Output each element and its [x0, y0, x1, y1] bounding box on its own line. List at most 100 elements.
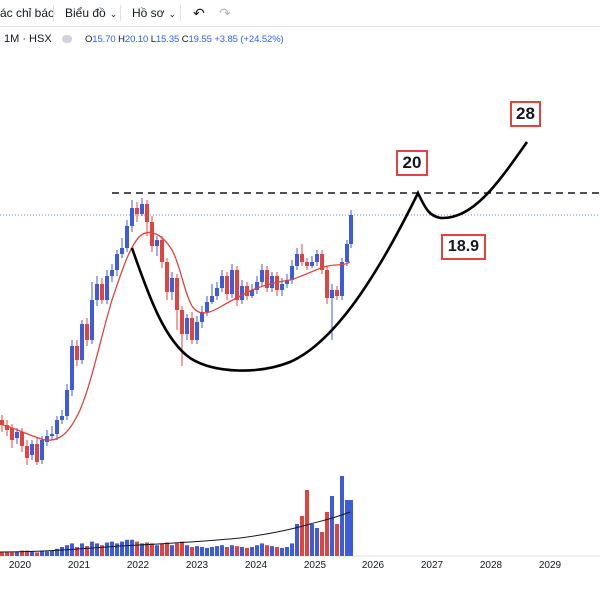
indicators-button[interactable]: ác chỉ báo — [0, 6, 55, 20]
volume-bar — [195, 546, 199, 556]
volume-bar — [255, 545, 259, 556]
volume-bar — [315, 528, 319, 556]
volume-bar — [345, 500, 349, 556]
volume-bar — [65, 545, 69, 556]
candle-body — [280, 284, 284, 290]
candle-body — [155, 240, 159, 246]
volume-bar — [280, 547, 284, 556]
candle-body — [95, 284, 99, 300]
volume-bar — [220, 545, 224, 556]
volume-bar — [225, 547, 229, 556]
candle-body — [180, 310, 184, 334]
candle-body — [349, 215, 353, 244]
volume-bar — [155, 545, 159, 556]
volume-bar — [60, 547, 64, 556]
candle-body — [25, 446, 29, 458]
x-axis-label-2028: 2028 — [479, 560, 503, 571]
volume-bar — [180, 541, 184, 556]
x-axis-label-2029: 2029 — [538, 560, 562, 571]
candle-body — [335, 290, 339, 296]
chart-type-label: Biểu đồ — [65, 6, 106, 20]
candle-body — [250, 290, 254, 296]
candle-body — [120, 248, 124, 254]
volume-bar — [300, 516, 304, 556]
candle-body — [105, 276, 109, 300]
volume-bar — [30, 551, 34, 556]
candle-body — [200, 312, 204, 322]
candle-body — [140, 204, 144, 214]
candles-group — [0, 198, 353, 465]
volume-bar — [0, 552, 4, 556]
candle-body — [185, 318, 189, 334]
candle-body — [295, 254, 299, 266]
candle-body — [270, 276, 274, 288]
x-axis-labels: 2020 2021 2022 2023 2024 2025 2026 2027 2028 2029 — [0, 558, 600, 578]
open-key: O — [85, 34, 93, 45]
volume-bar — [245, 547, 249, 556]
redo-icon[interactable]: ↷ — [219, 5, 231, 21]
candle-body — [205, 302, 209, 312]
volume-bar — [165, 542, 169, 556]
volume-bar — [50, 550, 54, 556]
legend-collapse-icon[interactable] — [62, 35, 72, 43]
open-value: 15.70 — [92, 34, 116, 45]
volume-bar — [270, 546, 274, 556]
candle-body — [15, 432, 19, 438]
volume-bar — [160, 543, 164, 556]
candle-body — [75, 346, 79, 360]
candle-body — [35, 444, 39, 462]
candle-body — [240, 286, 244, 300]
top-toolbar: ác chỉ báo Biểu đồ ⌄ Hồ sơ ⌄ ↶ ↷ — [0, 0, 600, 27]
volume-bar — [130, 539, 134, 556]
candle-body — [255, 282, 259, 290]
candle-body — [0, 420, 4, 425]
volume-bar — [330, 496, 334, 556]
undo-icon[interactable]: ↶ — [193, 5, 205, 21]
close-key: C — [181, 34, 189, 45]
candle-body — [315, 254, 319, 262]
support-18-9-label: 18.9 — [441, 234, 486, 260]
profile-button[interactable]: Hồ sơ ⌄ — [132, 6, 176, 20]
candle-body — [220, 276, 224, 288]
volume-bar — [335, 524, 339, 556]
volume-bar — [240, 547, 244, 556]
candle-body — [55, 420, 59, 434]
candle-body — [80, 324, 84, 360]
candle-body — [165, 262, 169, 292]
x-axis-label-2021: 2021 — [67, 560, 91, 571]
chart-type-button[interactable]: Biểu đồ ⌄ — [65, 6, 117, 20]
x-axis-label-2024: 2024 — [244, 560, 268, 571]
candle-body — [85, 324, 89, 340]
volume-bar — [340, 476, 344, 556]
chevron-down-icon: ⌄ — [109, 9, 118, 19]
candle-body — [110, 270, 114, 276]
volume-bar — [285, 547, 289, 556]
x-axis-label-2023: 2023 — [185, 560, 209, 571]
volume-bar — [105, 542, 109, 556]
candle-body — [305, 262, 309, 266]
target-28-label: 28 — [510, 101, 541, 127]
candle-body — [310, 262, 314, 266]
candle-body — [290, 266, 294, 280]
candle-body — [245, 286, 249, 296]
candle-body — [195, 322, 199, 340]
volume-bar — [145, 542, 149, 556]
volume-bar — [125, 539, 129, 556]
candle-body — [100, 284, 104, 300]
candle-body — [230, 270, 234, 294]
candle-body — [325, 270, 329, 298]
low-key: L — [150, 34, 156, 45]
volume-bar — [10, 552, 14, 556]
symbol-label[interactable]: 1M · HSX — [4, 33, 52, 45]
x-axis-label-2027: 2027 — [420, 560, 444, 571]
high-key: H — [118, 34, 125, 45]
cup-and-handle-curve — [130, 141, 529, 372]
volume-bar — [110, 541, 114, 556]
volume-bar — [45, 551, 49, 556]
candle-body — [115, 254, 119, 270]
toolbar-divider — [180, 5, 181, 21]
candle-body — [170, 278, 174, 292]
moving-average-line — [0, 231, 351, 441]
candle-body — [225, 276, 229, 294]
